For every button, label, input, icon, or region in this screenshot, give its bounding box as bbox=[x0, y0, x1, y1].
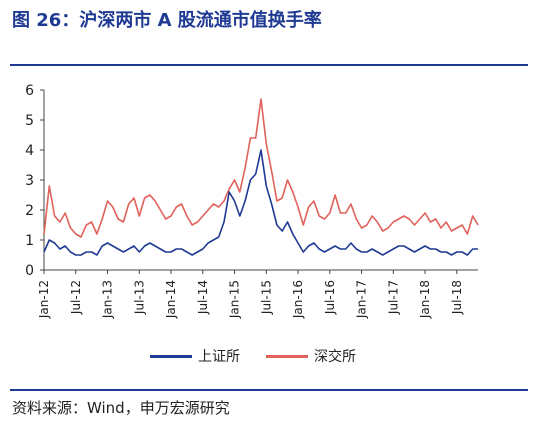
x-tick-label: Jul-18 bbox=[450, 280, 464, 315]
figure-title: 图 26：沪深两市 A 股流通市值换手率 bbox=[12, 10, 322, 31]
x-tick-label: Jul-16 bbox=[323, 280, 337, 315]
series-line-szse bbox=[43, 98, 479, 238]
x-tick-label: Jan-17 bbox=[355, 280, 369, 319]
chart-legend: 上证所 深交所 bbox=[150, 346, 376, 366]
x-tick-label: Jan-18 bbox=[418, 280, 432, 319]
y-tick-label: 4 bbox=[25, 143, 34, 159]
x-tick-label: Jan-12 bbox=[37, 280, 51, 319]
y-tick-label: 5 bbox=[25, 113, 34, 129]
x-tick-label: Jul-12 bbox=[69, 280, 83, 315]
x-tick-label: Jan-16 bbox=[291, 280, 305, 319]
legend-swatch bbox=[150, 354, 192, 358]
y-tick-label: 1 bbox=[25, 233, 34, 249]
source-note: 资料来源：Wind，申万宏源研究 bbox=[12, 399, 230, 417]
x-tick-label: Jul-14 bbox=[196, 280, 210, 315]
x-tick-label: Jul-17 bbox=[386, 280, 400, 315]
x-tick-label: Jan-14 bbox=[164, 280, 178, 319]
legend-swatch bbox=[266, 354, 308, 358]
y-tick-label: 0 bbox=[25, 263, 34, 279]
y-tick-label: 6 bbox=[25, 83, 34, 99]
legend-item: 上证所 bbox=[150, 346, 240, 366]
series-line-sse bbox=[43, 149, 478, 256]
y-tick-label: 2 bbox=[25, 203, 34, 219]
top-rule bbox=[10, 64, 528, 66]
legend-label: 深交所 bbox=[314, 349, 356, 365]
legend-label: 上证所 bbox=[198, 349, 240, 365]
bottom-rule bbox=[10, 389, 528, 391]
legend-item: 深交所 bbox=[266, 346, 356, 366]
x-tick-label: Jan-13 bbox=[101, 280, 115, 319]
x-tick-label: Jul-15 bbox=[259, 280, 273, 315]
x-tick-label: Jan-15 bbox=[228, 280, 242, 319]
x-tick-label: Jul-13 bbox=[132, 280, 146, 315]
y-tick-label: 3 bbox=[25, 173, 34, 189]
